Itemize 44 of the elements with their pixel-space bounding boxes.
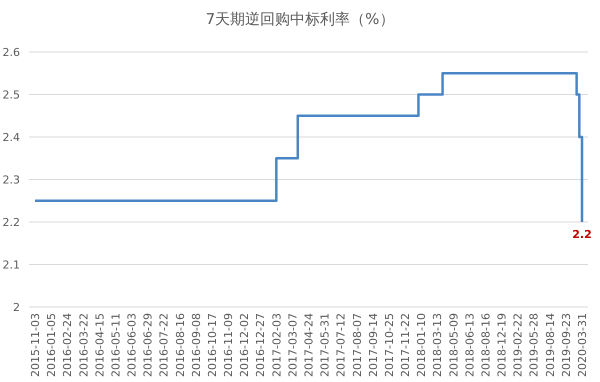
x-tick-label: 2016-03-22 [77, 313, 90, 377]
annotation: 2.2 [572, 228, 592, 241]
x-tick-label: 2018-06-13 [463, 313, 476, 377]
chart-title: 7天期逆回购中标利率（%） [206, 10, 394, 28]
x-tick-label: 2016-01-05 [45, 313, 58, 377]
x-tick-label: 2018-03-13 [431, 313, 444, 377]
x-tick-label: 2019-05-28 [528, 313, 541, 377]
x-tick-label: 2016-09-08 [190, 313, 203, 377]
x-tick-label: 2016-07-22 [158, 313, 171, 377]
x-tick-label: 2016-12-27 [254, 313, 268, 377]
x-tick-label: 2017-07-12 [334, 313, 348, 377]
x-tick-label: 2019-09-23 [560, 313, 573, 377]
y-tick-label: 2.2 [2, 216, 20, 229]
y-tick-label: 2.1 [2, 258, 20, 272]
y-tick-label: 2.6 [2, 46, 20, 59]
x-tick-label: 2017-10-25 [382, 313, 396, 377]
x-tick-label: 2016-08-16 [174, 313, 187, 377]
x-tick-label: 2017-03-07 [286, 313, 300, 377]
y-tick-label: 2.5 [2, 88, 20, 102]
x-tick-label: 2019-02-22 [512, 313, 525, 377]
x-tick-label: 2018-12-19 [496, 313, 509, 377]
x-tick-label: 2016-02-24 [61, 313, 74, 377]
x-tick-label: 2017-08-07 [350, 313, 364, 377]
x-tick-label: 2016-12-02 [238, 313, 252, 377]
x-tick-label: 2020-03-31 [576, 313, 589, 377]
x-tick-label: 2017-04-24 [302, 313, 316, 377]
x-tick-label: 2019-08-14 [544, 313, 557, 377]
x-tick-label: 2017-09-14 [366, 313, 380, 377]
x-tick-label: 2016-10-17 [206, 313, 219, 377]
y-tick-label: 2.3 [2, 174, 20, 186]
x-tick-label: 2018-08-16 [479, 313, 492, 377]
x-tick-label: 2016-11-09 [222, 313, 236, 377]
x-tick-label: 2016-04-15 [93, 313, 106, 377]
y-tick-label: 2 [13, 301, 20, 314]
x-tick-label: 2016-06-03 [126, 313, 139, 377]
x-tick-label: 2016-06-29 [142, 313, 155, 377]
x-tick-label: 2016-05-11 [109, 313, 122, 377]
x-tick-label: 2015-11-03 [29, 313, 42, 377]
y-tick-label: 2.4 [2, 131, 20, 144]
x-tick-label: 2018-05-09 [447, 313, 460, 377]
x-tick-label: 2017-11-22 [399, 313, 412, 377]
x-tick-label: 2017-02-03 [270, 313, 284, 377]
x-tick-label: 2018-01-10 [415, 313, 428, 377]
x-tick-label: 2017-05-31 [318, 313, 332, 377]
